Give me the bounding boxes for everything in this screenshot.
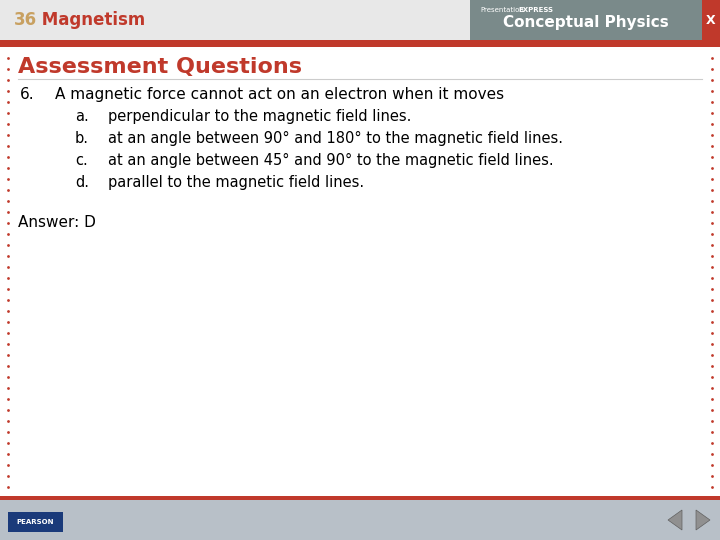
Text: 36: 36 xyxy=(14,11,37,29)
Text: Assessment Questions: Assessment Questions xyxy=(18,57,302,77)
Bar xyxy=(0,496,720,500)
Bar xyxy=(8,512,63,532)
Bar xyxy=(0,0,470,40)
Polygon shape xyxy=(696,510,710,530)
Bar xyxy=(0,0,720,42)
Text: perpendicular to the magnetic field lines.: perpendicular to the magnetic field line… xyxy=(108,109,411,124)
Bar xyxy=(0,500,720,540)
Text: Presentation: Presentation xyxy=(480,7,524,13)
Polygon shape xyxy=(668,510,682,530)
Text: d.: d. xyxy=(75,175,89,190)
Bar xyxy=(702,0,720,40)
Text: X: X xyxy=(706,14,716,26)
Text: parallel to the magnetic field lines.: parallel to the magnetic field lines. xyxy=(108,175,364,190)
Text: at an angle between 90° and 180° to the magnetic field lines.: at an angle between 90° and 180° to the … xyxy=(108,131,563,146)
Text: c.: c. xyxy=(75,153,88,168)
Text: PEARSON: PEARSON xyxy=(17,519,54,525)
Text: 6.: 6. xyxy=(20,87,35,102)
Text: EXPRESS: EXPRESS xyxy=(518,7,553,13)
Text: Conceptual Physics: Conceptual Physics xyxy=(503,16,669,30)
Text: Answer: D: Answer: D xyxy=(18,215,96,230)
Text: Magnetism: Magnetism xyxy=(36,11,145,29)
Bar xyxy=(470,0,702,40)
Text: A magnetic force cannot act on an electron when it moves: A magnetic force cannot act on an electr… xyxy=(55,87,504,102)
Text: at an angle between 45° and 90° to the magnetic field lines.: at an angle between 45° and 90° to the m… xyxy=(108,153,554,168)
Bar xyxy=(0,42,720,47)
Text: b.: b. xyxy=(75,131,89,146)
Text: a.: a. xyxy=(75,109,89,124)
